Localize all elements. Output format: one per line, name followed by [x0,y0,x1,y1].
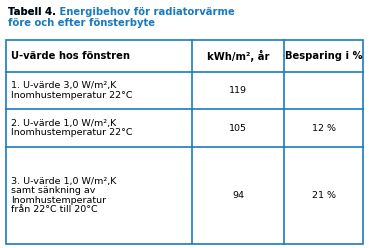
Bar [6,40,363,244]
Text: 12 %: 12 % [312,124,336,133]
Text: Inomhustemperatur 22°C: Inomhustemperatur 22°C [11,128,132,137]
Text: före och efter fönsterbyte: före och efter fönsterbyte [8,18,155,28]
Text: Inomhustemperatur: Inomhustemperatur [11,196,106,205]
Text: U-värde hos fönstren: U-värde hos fönstren [11,51,130,61]
Text: Inomhustemperatur 22°C: Inomhustemperatur 22°C [11,91,132,100]
Text: 119: 119 [229,86,247,95]
Text: Tabell 4.: Tabell 4. [8,7,59,17]
Text: 105: 105 [229,124,247,133]
Text: 94: 94 [232,191,244,200]
Text: Besparing i %: Besparing i % [285,51,362,61]
Text: Tabell 4. Energibehov för radiatorvärme: Tabell 4. Energibehov för radiatorvärme [8,7,235,17]
Text: kWh/m², år: kWh/m², år [207,50,269,62]
Text: samt sänkning av: samt sänkning av [11,186,95,195]
Text: 3. U-värde 1,0 W/m²,K: 3. U-värde 1,0 W/m²,K [11,177,116,186]
Text: 2. U-värde 1,0 W/m²,K: 2. U-värde 1,0 W/m²,K [11,119,116,128]
Text: från 22°C till 20°C: från 22°C till 20°C [11,205,98,214]
Text: 1. U-värde 3,0 W/m²,K: 1. U-värde 3,0 W/m²,K [11,81,116,90]
Text: 21 %: 21 % [312,191,336,200]
